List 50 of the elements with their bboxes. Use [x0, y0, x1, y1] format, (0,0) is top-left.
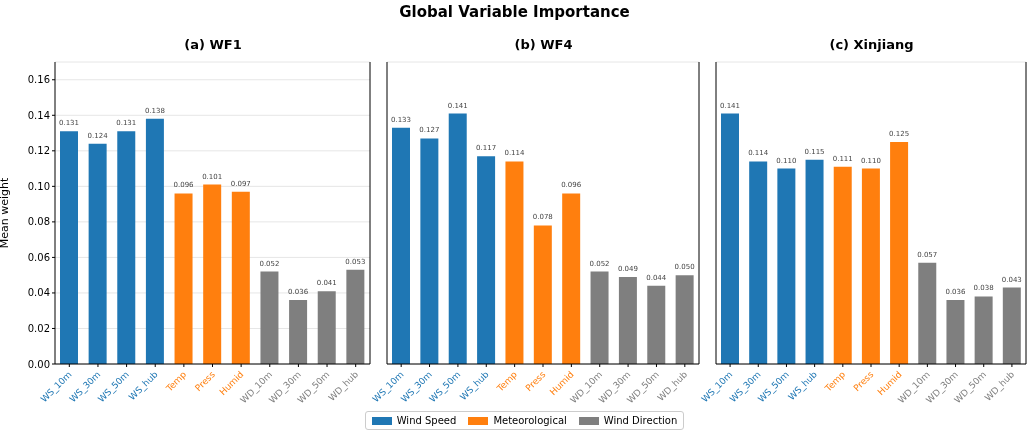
bar — [174, 193, 193, 364]
y-tick-label: 0.12 — [27, 145, 50, 157]
bar — [317, 291, 336, 364]
bar — [974, 296, 993, 364]
y-tick-label: 0.10 — [27, 180, 50, 192]
chart-subtitle: (b) WF4 — [513, 36, 574, 54]
legend-label: Meteorological — [493, 415, 567, 426]
legend-label: Wind Speed — [396, 415, 457, 426]
bar — [260, 271, 279, 364]
bar — [833, 166, 852, 364]
y-tick-label: 0.00 — [27, 358, 50, 370]
bar — [805, 159, 824, 364]
y-tick-label: 0.02 — [27, 323, 50, 335]
bar — [505, 161, 524, 364]
bar — [946, 300, 965, 364]
bar — [88, 143, 107, 364]
bar — [647, 285, 666, 364]
bar — [203, 184, 222, 364]
bar — [477, 156, 496, 364]
y-tick-label: 0.04 — [27, 287, 50, 299]
bar — [420, 138, 439, 364]
y-tick-label: 0.08 — [27, 216, 50, 228]
y-tick-label: 0.06 — [27, 251, 50, 263]
bar — [145, 118, 164, 364]
y-tick-label: 0.14 — [27, 109, 50, 121]
bar — [60, 131, 78, 364]
bar — [448, 113, 467, 364]
bar — [1002, 287, 1021, 364]
bar — [562, 193, 581, 364]
bar — [289, 300, 308, 364]
bar — [861, 168, 880, 364]
bar — [890, 141, 909, 364]
y-axis-title: Mean weight — [0, 177, 11, 249]
chart-subtitle: (c) Xinjiang — [828, 36, 915, 54]
chart-title: Global Variable Importance — [398, 3, 631, 21]
bar — [918, 262, 937, 364]
bar — [618, 276, 637, 364]
bar — [231, 191, 250, 364]
bar — [392, 127, 410, 364]
legend-label: Wind Direction — [603, 415, 678, 426]
bar — [346, 269, 365, 364]
y-tick-label: 0.16 — [27, 74, 50, 86]
bar — [590, 271, 609, 364]
bar — [675, 275, 694, 364]
bar — [721, 113, 739, 364]
bar — [117, 131, 136, 364]
bar — [533, 225, 552, 364]
bar — [749, 161, 768, 364]
bar — [777, 168, 796, 364]
chart-subtitle: (a) WF1 — [183, 36, 243, 54]
